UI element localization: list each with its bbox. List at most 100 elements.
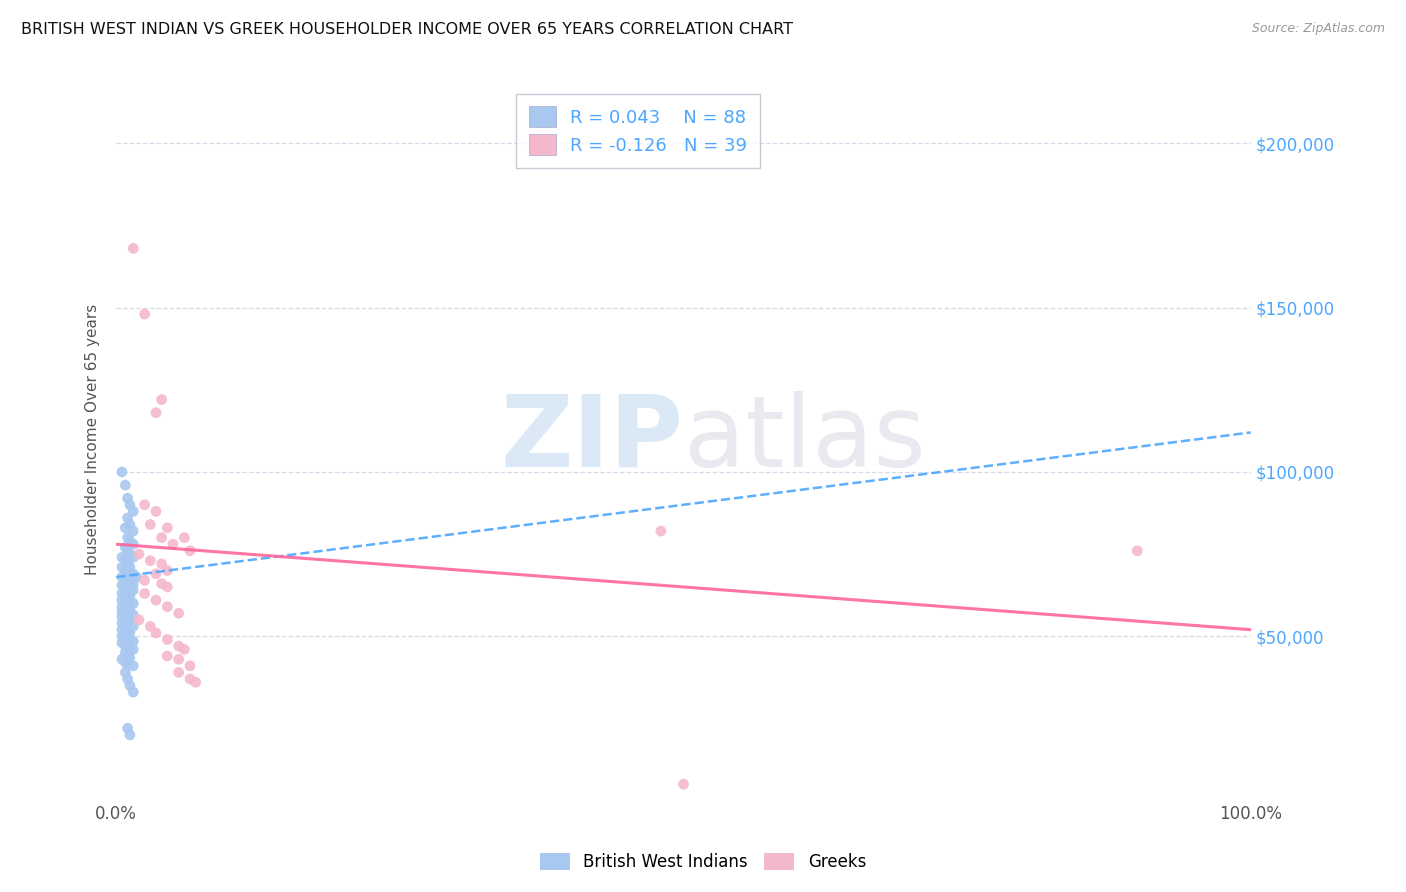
Point [145, 566, 167, 581]
Point [118, 560, 141, 574]
Point [122, 504, 145, 518]
Point [118, 566, 141, 581]
Point [117, 574, 139, 588]
Point [139, 554, 162, 568]
Point [145, 626, 167, 640]
Point [118, 626, 141, 640]
Point [167, 606, 190, 620]
Text: Source: ZipAtlas.com: Source: ZipAtlas.com [1251, 22, 1385, 36]
Point [117, 557, 139, 571]
Point [118, 533, 141, 548]
Point [114, 521, 136, 535]
Point [111, 465, 134, 479]
Point [167, 652, 190, 666]
Point [122, 642, 145, 657]
Point [156, 648, 179, 663]
Point [156, 599, 179, 614]
Point [156, 521, 179, 535]
Point [117, 631, 139, 645]
Point [118, 603, 141, 617]
Point [167, 665, 190, 680]
Legend: R = 0.043    N = 88, R = -0.126   N = 39: R = 0.043 N = 88, R = -0.126 N = 39 [516, 94, 761, 168]
Point [134, 574, 156, 588]
Point [117, 511, 139, 525]
Point [111, 616, 134, 631]
Point [672, 777, 695, 791]
Point [118, 596, 141, 610]
Point [114, 593, 136, 607]
Point [117, 543, 139, 558]
Point [122, 685, 145, 699]
Point [179, 658, 201, 673]
Point [117, 580, 139, 594]
Point [122, 619, 145, 633]
Text: ZIP: ZIP [501, 391, 683, 488]
Point [117, 601, 139, 615]
Point [122, 566, 145, 581]
Point [118, 679, 141, 693]
Point [162, 537, 184, 551]
Point [111, 570, 134, 584]
Point [117, 590, 139, 604]
Point [122, 658, 145, 673]
Point [117, 613, 139, 627]
Point [114, 611, 136, 625]
Point [118, 576, 141, 591]
Point [173, 531, 195, 545]
Point [114, 623, 136, 637]
Point [118, 590, 141, 604]
Legend: British West Indians, Greeks: British West Indians, Greeks [531, 845, 875, 880]
Point [114, 639, 136, 653]
Point [134, 586, 156, 600]
Point [650, 524, 672, 538]
Point [111, 609, 134, 624]
Point [1126, 543, 1149, 558]
Point [122, 596, 145, 610]
Point [114, 606, 136, 620]
Point [118, 728, 141, 742]
Point [150, 531, 173, 545]
Point [118, 632, 141, 647]
Point [114, 580, 136, 594]
Point [179, 543, 201, 558]
Point [117, 606, 139, 620]
Text: BRITISH WEST INDIAN VS GREEK HOUSEHOLDER INCOME OVER 65 YEARS CORRELATION CHART: BRITISH WEST INDIAN VS GREEK HOUSEHOLDER… [21, 22, 793, 37]
Point [114, 629, 136, 643]
Point [114, 478, 136, 492]
Point [117, 721, 139, 735]
Point [122, 241, 145, 255]
Point [111, 636, 134, 650]
Point [128, 613, 150, 627]
Point [122, 576, 145, 591]
Point [156, 564, 179, 578]
Point [156, 632, 179, 647]
Point [117, 564, 139, 578]
Point [118, 517, 141, 532]
Point [122, 550, 145, 565]
Point [114, 599, 136, 614]
Point [111, 652, 134, 666]
Point [122, 537, 145, 551]
Point [111, 578, 134, 592]
Point [122, 524, 145, 538]
Point [114, 541, 136, 555]
Point [114, 564, 136, 578]
Point [117, 531, 139, 545]
Point [118, 547, 141, 561]
Point [139, 619, 162, 633]
Point [145, 406, 167, 420]
Point [114, 586, 136, 600]
Point [111, 605, 134, 619]
Point [117, 617, 139, 632]
Point [114, 616, 136, 631]
Point [114, 665, 136, 680]
Point [114, 574, 136, 588]
Point [117, 657, 139, 672]
Point [111, 629, 134, 643]
Point [184, 675, 207, 690]
Point [150, 392, 173, 407]
Point [134, 498, 156, 512]
Point [111, 550, 134, 565]
Point [145, 504, 167, 518]
Point [111, 593, 134, 607]
